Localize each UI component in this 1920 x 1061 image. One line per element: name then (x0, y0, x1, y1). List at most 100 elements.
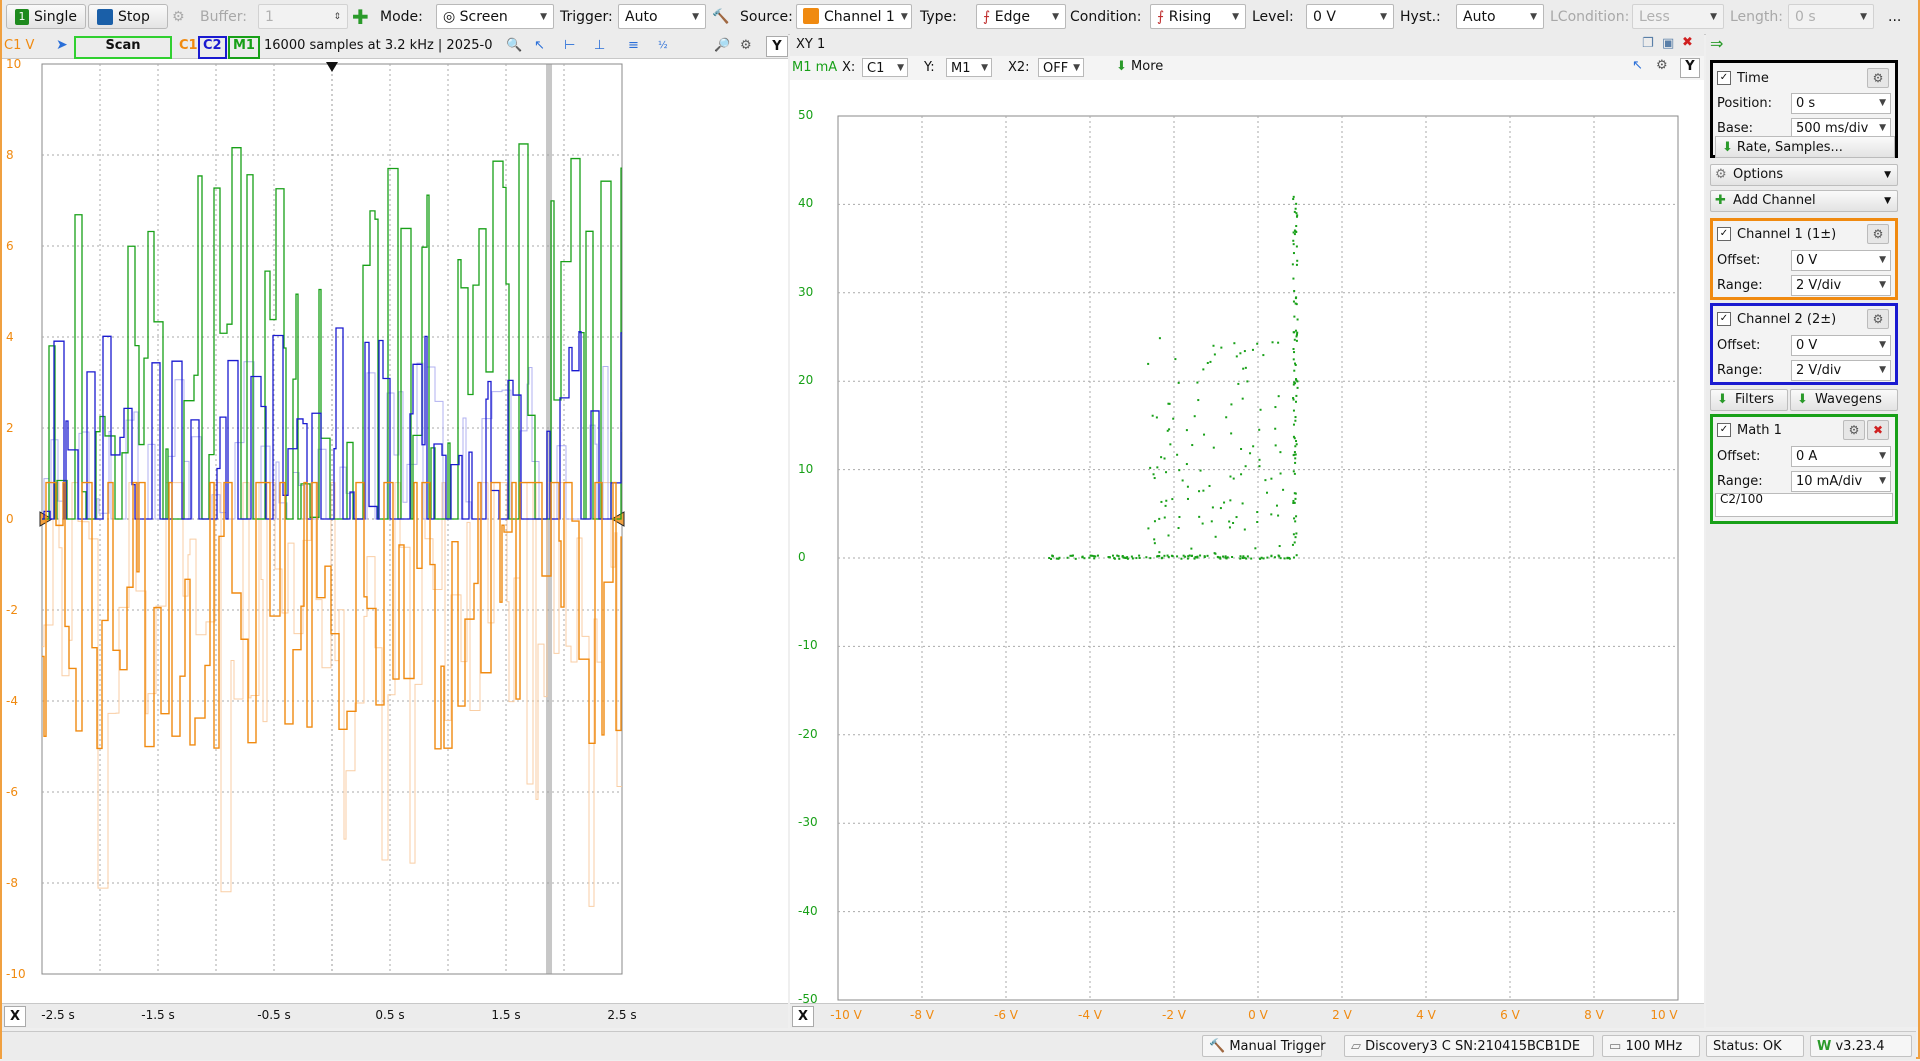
version-button[interactable]: W v3.23.4 (1810, 1035, 1912, 1057)
device-button[interactable]: ▱ Discovery3 C SN:210415BCB1DE (1344, 1035, 1594, 1057)
options-button[interactable]: ⚙ Options ▼ (1710, 164, 1898, 186)
length-field[interactable]: 0 s ▼ (1788, 4, 1874, 29)
settings-gear-icon[interactable]: ⚙ (740, 38, 752, 53)
status-indicator[interactable]: Status: OK (1706, 1035, 1804, 1057)
xy-x-tick: 6 V (1500, 1008, 1520, 1022)
hyst-field[interactable]: Auto ▼ (1456, 4, 1544, 29)
xy-point (1177, 381, 1180, 384)
xy-x2-select[interactable]: OFF ▼ (1038, 58, 1084, 77)
settings-gear-icon[interactable]: ⚙ (1656, 58, 1668, 73)
xy-point (1295, 263, 1298, 266)
channel2-settings-gear-icon[interactable]: ⚙ (1867, 309, 1889, 329)
c2-tag[interactable]: C2 (198, 36, 227, 59)
type-select[interactable]: ⨍ Edge ▼ (976, 4, 1066, 29)
xy-plot[interactable] (790, 80, 1704, 1004)
channel1-range-field[interactable]: 2 V/div ▼ (1791, 274, 1891, 296)
channel2-offset-field[interactable]: 0 V ▼ (1791, 334, 1891, 356)
source-label: Source: (740, 8, 793, 25)
xy-x-select[interactable]: C1 ▼ (862, 58, 908, 77)
xy-point (1293, 233, 1296, 236)
xy-point (1296, 214, 1299, 217)
time-settings-gear-icon[interactable]: ⚙ (1867, 68, 1889, 88)
scan-button[interactable]: Scan (74, 36, 172, 59)
hyst-value: Auto (1463, 8, 1496, 25)
source-select[interactable]: Channel 1 ▼ (796, 4, 912, 29)
channel2-range-label: Range: (1717, 362, 1763, 378)
condition-select[interactable]: ⨍ Rising ▼ (1150, 4, 1246, 29)
trigger-select[interactable]: Auto ▼ (618, 4, 706, 29)
xy-more-button[interactable]: ⬇ More (1116, 59, 1163, 74)
trigger-position-marker (326, 62, 338, 72)
channel2-range-field[interactable]: 2 V/div ▼ (1791, 359, 1891, 381)
xy-point (1235, 355, 1238, 358)
math1-offset-field[interactable]: 0 A ▼ (1791, 445, 1891, 467)
xy-point (1243, 528, 1246, 531)
restore-window-icon[interactable]: ❐ (1642, 36, 1654, 51)
horizontal-cursor-icon[interactable]: ⊢ (564, 38, 576, 53)
scope-y-button[interactable]: Y (766, 36, 788, 57)
level-field[interactable]: 0 V ▼ (1306, 4, 1394, 29)
xy-point (1211, 506, 1214, 509)
lcondition-select[interactable]: Less ▼ (1632, 4, 1724, 29)
align-icon[interactable]: ≡ (628, 38, 639, 53)
xy-point (1214, 535, 1217, 538)
c1-tag[interactable]: C1 (179, 38, 198, 53)
math1-formula-field[interactable]: C2/100 (1715, 493, 1893, 517)
math1-settings-gear-icon[interactable]: ⚙ (1843, 420, 1865, 440)
scope-y-tick: 4 (6, 330, 14, 344)
buffer-field[interactable]: 1 ⇕ (258, 4, 348, 29)
m1-tag[interactable]: M1 (228, 36, 260, 59)
toolbar-overflow-button[interactable]: ... (1888, 8, 1902, 25)
collapse-dock-icon[interactable]: ⇒ (1710, 34, 1724, 53)
math1-checkbox[interactable]: ✓ (1717, 423, 1731, 437)
time-position-label: Position: (1717, 95, 1772, 111)
math1-range-field[interactable]: 10 mA/div ▼ (1791, 470, 1891, 492)
buffer-label: Buffer: (200, 8, 247, 25)
vertical-cursor-icon[interactable]: ⊥ (594, 38, 606, 53)
wavegens-button[interactable]: ⬇ Wavegens (1790, 389, 1898, 411)
xy-point (1277, 514, 1280, 517)
cursor-arrow-icon[interactable]: ↖ (534, 38, 545, 53)
play-icon[interactable]: ➤ (56, 37, 68, 53)
xy-point (1264, 479, 1267, 482)
xy-x-button[interactable]: X (792, 1006, 814, 1027)
xy-y-select[interactable]: M1 ▼ (946, 58, 992, 77)
xy-point (1292, 383, 1295, 386)
version-label: v3.23.4 (1835, 1039, 1885, 1054)
channel1-offset-field[interactable]: 0 V ▼ (1791, 249, 1891, 271)
magnifier-icon[interactable]: 🔎 (714, 38, 731, 53)
channel1-settings-gear-icon[interactable]: ⚙ (1867, 224, 1889, 244)
channel2-checkbox[interactable]: ✓ (1717, 312, 1731, 326)
time-position-field[interactable]: 0 s ▼ (1791, 92, 1891, 114)
time-checkbox[interactable]: ✓ (1717, 71, 1731, 85)
rate-samples-button[interactable]: ⬇ Rate, Samples... (1715, 136, 1895, 158)
manual-trigger-button[interactable]: 🔨 Manual Trigger (1202, 1035, 1326, 1057)
add-instrument-icon[interactable]: ✚ (352, 4, 369, 29)
scope-x-button[interactable]: X (4, 1006, 26, 1027)
numbering-icon[interactable]: ½ (658, 40, 668, 51)
mode-value: Screen (459, 8, 508, 25)
filters-button[interactable]: ⬇ Filters (1710, 389, 1788, 411)
time-base-field[interactable]: 500 ms/div ▼ (1791, 117, 1891, 139)
add-channel-button[interactable]: ✚ Add Channel ▼ (1710, 190, 1898, 212)
xy-point (1292, 347, 1295, 350)
force-trigger-icon[interactable]: 🔨 (712, 8, 730, 25)
close-icon[interactable]: ✖ (1682, 35, 1693, 50)
clock-button[interactable]: ▭ 100 MHz (1602, 1035, 1700, 1057)
stop-button[interactable]: Stop (88, 4, 168, 29)
xy-point (1258, 458, 1261, 461)
channel1-checkbox[interactable]: ✓ (1717, 227, 1731, 241)
xy-y-button[interactable]: Y (1680, 58, 1700, 78)
xy-point (1169, 443, 1172, 446)
xy-point (1180, 557, 1183, 560)
single-button[interactable]: 1 Single (6, 4, 86, 29)
zoom-icon[interactable]: 🔍 (506, 38, 523, 53)
xy-point (1176, 453, 1179, 456)
remove-math-icon[interactable]: ✖ (1867, 420, 1889, 440)
cursor-arrow-icon[interactable]: ↖ (1632, 58, 1643, 73)
xy-point (1206, 554, 1209, 557)
xy-point (1167, 534, 1170, 537)
mode-select[interactable]: ◎ Screen ▼ (436, 4, 554, 29)
scope-plot[interactable] (2, 58, 788, 1004)
maximize-window-icon[interactable]: ▣ (1662, 36, 1675, 51)
